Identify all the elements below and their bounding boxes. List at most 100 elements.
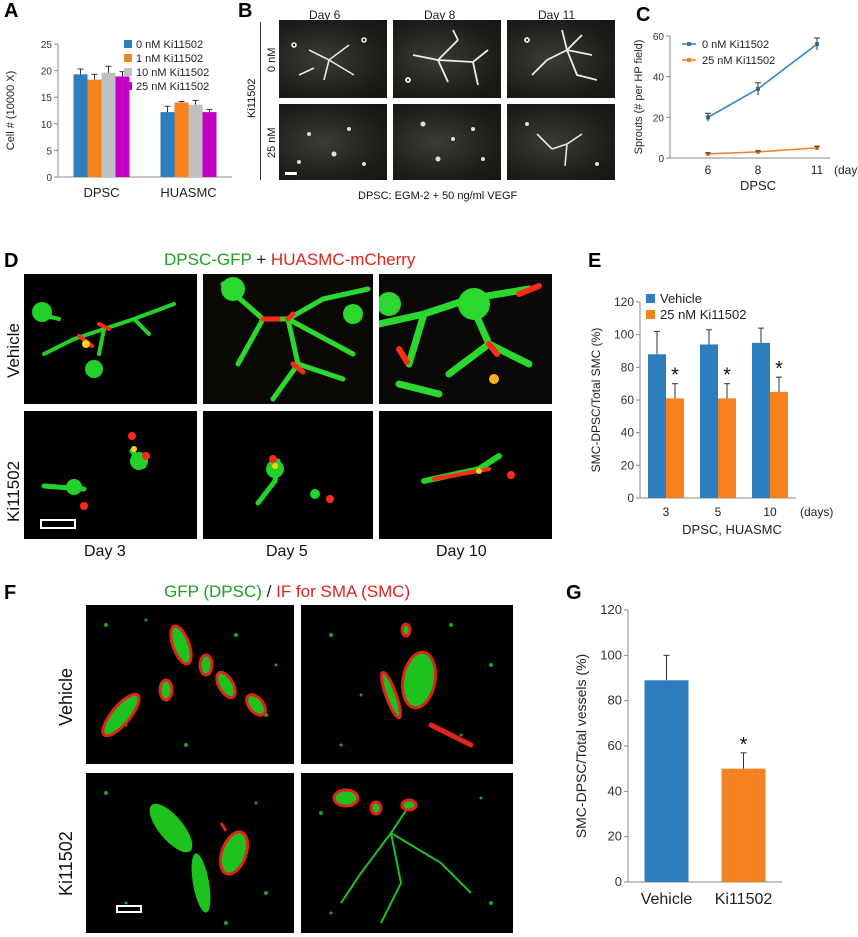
y-tick-label: 80 [621, 360, 635, 374]
panel-b-letter: B [238, 0, 253, 22]
y-tick-label: 40 [608, 783, 622, 798]
x-tick-label: DPSC [83, 185, 119, 200]
x-tick-label: Ki11502 [715, 891, 773, 908]
panel-b-side-label: Ki11502 [246, 78, 258, 118]
y-tick-label: 60 [608, 738, 622, 753]
legend-swatch [124, 54, 132, 62]
y-tick-label: 15 [41, 93, 53, 104]
panel-b-image-25nm-day8 [393, 104, 501, 180]
y-tick-label: 20 [608, 829, 622, 844]
x-tick-label: 8 [755, 163, 762, 177]
bar [115, 76, 130, 177]
series-line [707, 147, 818, 155]
legend-marker [687, 58, 691, 62]
panel-f-title-slash: / [261, 582, 277, 601]
panel-b-row-25nm: 25 nM [266, 127, 278, 158]
x-axis-label: DPSC, HUASMC [682, 522, 782, 537]
bar [188, 104, 203, 177]
legend-label: 25 nM Ki11502 [702, 55, 775, 67]
y-tick-label: 0 [627, 491, 634, 505]
y-tick-label: 20 [41, 67, 53, 78]
legend-label: 25 nM Ki11502 [660, 307, 747, 322]
panel-f-image-ki-right [301, 773, 513, 933]
bar [73, 74, 88, 177]
significance-marker: * [723, 365, 731, 387]
bar [174, 102, 189, 177]
panel-b-day6-label: Day 6 [309, 8, 341, 22]
bar [721, 768, 766, 882]
legend-label: Vehicle [660, 291, 702, 306]
y-tick-label: 60 [621, 393, 635, 407]
panel-f-title-green: GFP (DPSC) [164, 582, 262, 601]
y-axis-label: Sprouts (# per HP field) [633, 40, 645, 155]
panel-f-row-vehicle: Vehicle [56, 667, 76, 726]
x-tick-label: HUASMC [160, 185, 216, 200]
y-tick-label: 5 [46, 146, 52, 157]
panel-d-day3-label: Day 3 [84, 543, 126, 560]
legend-label: 1 nM Ki11502 [136, 53, 203, 65]
panel-b-image-0nm-day11 [507, 20, 615, 98]
x-tick-label: 3 [663, 505, 670, 519]
legend-swatch [646, 294, 655, 303]
panel-b-image-25nm-day6 [279, 104, 387, 180]
panel-e-letter: E [588, 250, 602, 272]
bar [644, 680, 689, 882]
bar [770, 391, 788, 498]
legend-swatch [124, 68, 132, 76]
panel-b-day11-label: Day 11 [538, 8, 576, 22]
y-tick-label: 20 [621, 458, 635, 472]
panel-d-image-ki-day3 [24, 411, 197, 539]
panel-f-title-red: IF for SMA (SMC) [276, 582, 411, 601]
significance-marker: * [740, 734, 748, 756]
panel-f-letter: F [4, 582, 17, 604]
panel-b-bracket [260, 22, 261, 180]
bar [101, 72, 116, 177]
panel-a-letter: A [4, 0, 19, 22]
y-tick-label: 120 [600, 602, 622, 617]
panel-b-image-0nm-day8 [393, 20, 501, 98]
panel-g-chart: 0 20 40 60 80 100 120 SMC-DPSC/Total vessels (%… [573, 602, 782, 908]
legend-label: 10 nM Ki11502 [136, 67, 209, 79]
x-tick-label: 10 [763, 505, 777, 519]
panel-d-row-ki11502: Ki11502 [4, 460, 23, 522]
y-tick-label: 25 [41, 40, 53, 51]
panel-d-row-vehicle: Vehicle [4, 323, 23, 378]
bar [700, 344, 718, 498]
significance-marker: * [775, 358, 783, 380]
x-axis-label: DPSC [740, 178, 776, 193]
legend-label: 0 nM Ki11502 [136, 39, 203, 51]
x-tick-label: 11 [811, 163, 824, 177]
panel-f-image-ki-left [86, 773, 294, 933]
legend-marker [687, 42, 691, 46]
x-tick-label: Vehicle [641, 891, 693, 908]
y-tick-label: 80 [608, 693, 622, 708]
panel-f-row-ki11502: Ki11502 [56, 831, 76, 896]
panel-d-title-red: HUASMC-mCherry [270, 250, 416, 269]
panel-d-day10-label: Day 10 [436, 543, 487, 560]
panel-c-letter: C [636, 4, 651, 26]
bar [202, 112, 217, 177]
panel-d-scale-bar [40, 519, 76, 529]
y-tick-label: 20 [653, 113, 665, 124]
panel-c-chart: 0 20 40 60 Sprouts (# per HP field) 6 8 11 (days… [633, 32, 858, 193]
y-tick-label: 40 [653, 73, 665, 84]
panel-f-image-vehicle-right [301, 605, 513, 764]
panel-d-title-plus: + [251, 250, 271, 269]
x-tick-label: 5 [715, 505, 722, 519]
panel-f-title: GFP (DPSC) / IF for SMA (SMC) [164, 582, 410, 602]
panel-b-image-0nm-day6 [279, 20, 387, 98]
y-tick-label: 40 [621, 426, 635, 440]
panel-e-chart: 0 20 40 60 80 100 120 SMC-DPSC/Total SMC (%) * 3 *… [589, 291, 833, 537]
panel-b-image-25nm-day11 [507, 104, 615, 180]
panel-d-title-green: DPSC-GFP [164, 250, 252, 269]
y-tick-label: 0 [658, 154, 664, 165]
panel-f-image-vehicle-left [86, 605, 294, 764]
panel-d-image-vehicle-day3 [24, 274, 197, 404]
significance-marker: * [671, 365, 679, 387]
panel-d-image-ki-day5 [203, 411, 373, 539]
bar [87, 79, 102, 177]
panel-a-chart: 0 5 10 15 20 25 Cell # (10000 X) DPSC HUASMC 0 nM… [5, 39, 232, 200]
panel-b-caption: DPSC: EGM-2 + 50 ng/ml VEGF [358, 190, 518, 202]
panel-g-letter: G [566, 582, 582, 604]
y-tick-label: 100 [614, 328, 634, 342]
